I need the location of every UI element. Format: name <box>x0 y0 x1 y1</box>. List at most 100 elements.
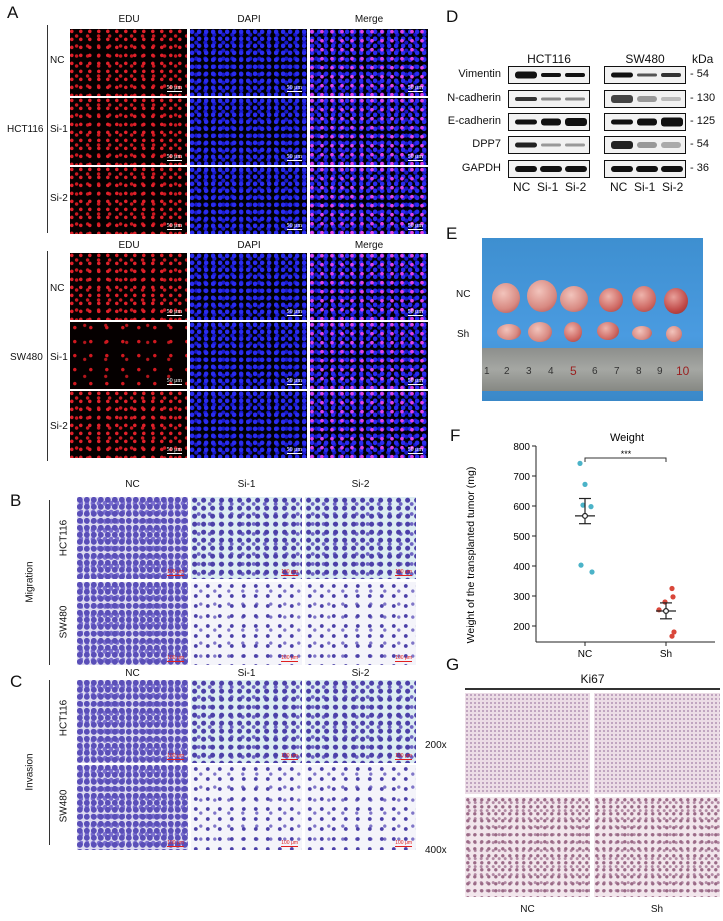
row-label-nc: NC <box>50 283 65 294</box>
row-label-si2: Si-2 <box>50 193 68 204</box>
panel-label-g: G <box>446 655 460 674</box>
blot-hct116-n-cadherin <box>508 90 590 108</box>
kda-header: kDa <box>692 52 714 66</box>
series-nc-errorbar <box>575 497 595 525</box>
scale-bar: 50 μm <box>407 85 423 91</box>
panel-label-a: A <box>7 3 19 22</box>
group-label-sw480: SW480 <box>10 352 43 363</box>
invasion-image-hct116-si2: 100 μm <box>305 680 416 763</box>
scale-bar: 100 μm <box>395 569 412 576</box>
protein-label-vimentin: Vimentin <box>458 68 501 80</box>
ruler <box>482 348 703 391</box>
ruler-number: 5 <box>570 364 577 378</box>
panel-label-f: F <box>450 426 461 445</box>
row-label-nc: NC <box>456 289 471 300</box>
assay-label-invasion: Invasion <box>24 753 36 791</box>
dapi-image-hct116-si2: 50 μm <box>190 167 307 234</box>
migration-image-sw480-si2: 100 μm <box>305 582 416 665</box>
edu-image-sw480-nc: 50 μm <box>70 253 187 320</box>
scale-bar: 100 μm <box>281 655 298 662</box>
blot-hct116-e-cadherin <box>508 113 590 131</box>
row-label-si2: Si-2 <box>50 421 68 432</box>
series-sh-points <box>656 585 677 639</box>
blot-header-hct116: HCT116 <box>527 52 571 66</box>
kda-marker-vimentin: - 54 <box>690 68 709 80</box>
scale-bar: 100 μm <box>281 753 298 760</box>
panel-label-d: D <box>446 7 459 26</box>
row-label-hct116: HCT116 <box>58 699 70 737</box>
scale-bar: 100 μm <box>167 840 184 847</box>
y-axis-label: Weight of the transplanted tumor (mg) <box>465 467 477 644</box>
blot-hct116-gapdh <box>508 160 590 178</box>
migration-image-hct116-si1: 100 μm <box>191 497 302 579</box>
col-label-sh: Sh <box>650 904 664 915</box>
significance-label: *** <box>621 449 632 459</box>
ki67-image-sh-200x <box>594 693 720 794</box>
scale-bar: 50 μm <box>286 223 302 229</box>
y-ticks: 800 700 600 500 400 300 200 <box>513 442 536 633</box>
blot-sw480-e-cadherin <box>604 113 686 131</box>
scale-bar: 50 μm <box>407 378 423 384</box>
scale-bar: 50 μm <box>286 378 302 384</box>
svg-text:400: 400 <box>513 562 530 573</box>
col-header-si1: Si-1 <box>237 668 256 679</box>
edu-image-sw480-si2: 50 μm <box>70 391 187 458</box>
edu-image-hct116-si1: 50 μm <box>70 98 187 165</box>
edu-image-hct116-si2: 50 μm <box>70 167 187 234</box>
stain-bracket <box>465 688 720 690</box>
scale-bar: 50 μm <box>166 309 182 315</box>
scale-bar: 50 μm <box>286 447 302 453</box>
scale-bar: 100 μm <box>167 569 184 576</box>
row-label-si1: Si-1 <box>50 352 68 363</box>
scale-bar: 50 μm <box>166 154 182 160</box>
scale-bar: 100 μm <box>167 753 184 760</box>
scale-bar: 100 μm <box>395 840 412 847</box>
ruler-number: 6 <box>592 366 598 377</box>
row-label-si1: Si-1 <box>50 124 68 135</box>
x-ticks: NC Sh <box>578 642 672 660</box>
col-header-si2: Si-2 <box>351 668 370 679</box>
lane-label-si1: Si-1 <box>634 180 656 194</box>
dapi-image-sw480-nc: 50 μm <box>190 253 307 320</box>
migration-image-sw480-nc: 100 μm <box>77 582 188 665</box>
assay-label-migration: Migration <box>24 561 36 603</box>
weight-chart: Weight Weight of the transplanted tumor … <box>465 432 715 660</box>
blot-header-sw480: SW480 <box>625 52 665 66</box>
blot-sw480-gapdh <box>604 160 686 178</box>
scale-bar: 100 μm <box>281 840 298 847</box>
stain-label: Ki67 <box>580 672 605 686</box>
svg-text:200: 200 <box>513 622 530 633</box>
ruler-number: 1 <box>484 366 490 377</box>
blot-sw480-vimentin <box>604 66 686 84</box>
invasion-image-sw480-si1: 100 μm <box>191 765 302 850</box>
dapi-image-hct116-si1: 50 μm <box>190 98 307 165</box>
col-header-merge: Merge <box>354 240 384 251</box>
merge-image-sw480-si1: 50 μm <box>310 322 428 389</box>
panel-label-e: E <box>446 224 458 243</box>
migration-image-hct116-nc: 100 μm <box>77 497 188 579</box>
panel-label-b: B <box>10 491 22 510</box>
series-sh-errorbar <box>656 602 676 620</box>
kda-marker-dpp7: - 54 <box>690 138 709 150</box>
row-label-sw480: SW480 <box>58 789 70 823</box>
group-bracket-sw480 <box>47 251 48 461</box>
blot-sw480-dpp7 <box>604 136 686 154</box>
protein-label-n-cadherin: N-cadherin <box>447 92 501 104</box>
migration-image-sw480-si1: 100 μm <box>191 582 302 665</box>
scale-bar: 50 μm <box>407 447 423 453</box>
ki67-image-nc-400x <box>465 797 590 897</box>
scale-bar: 50 μm <box>407 154 423 160</box>
scale-bar: 50 μm <box>166 85 182 91</box>
lane-label-nc: NC <box>610 180 628 194</box>
ruler-number: 2 <box>504 366 510 377</box>
svg-text:NC: NC <box>578 649 592 660</box>
row-label-hct116: HCT116 <box>58 519 70 557</box>
invasion-image-sw480-si2: 100 μm <box>305 765 416 850</box>
col-header-edu: EDU <box>118 14 140 25</box>
ruler-number: 4 <box>548 366 554 377</box>
assay-bracket-invasion <box>49 680 50 845</box>
merge-image-hct116-nc: 50 μm <box>310 29 428 96</box>
scale-bar: 50 μm <box>407 223 423 229</box>
ki67-image-nc-200x <box>465 693 590 794</box>
significance-bracket <box>584 457 667 462</box>
